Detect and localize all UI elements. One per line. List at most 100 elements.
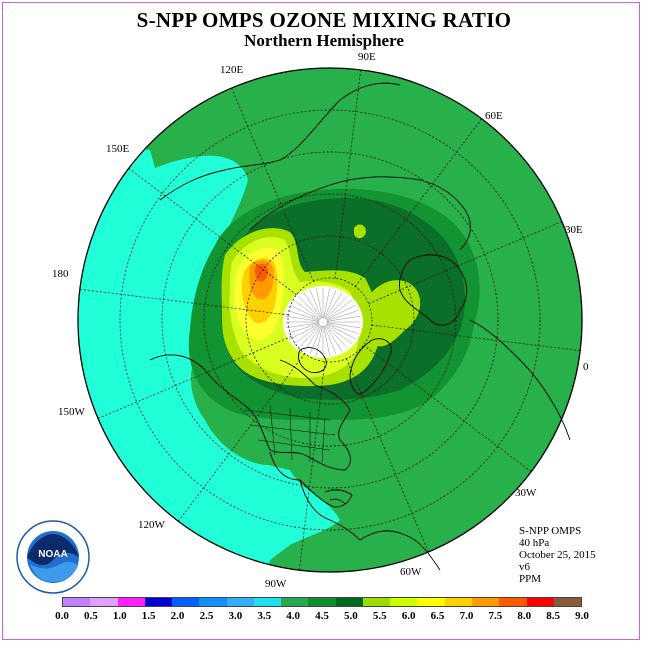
logo-text: NOAA	[38, 549, 67, 560]
coast-east-asia	[159, 82, 401, 201]
lat-40n	[119, 109, 541, 531]
info-version: v6	[519, 561, 530, 573]
colorbar-tick-label: 3.0	[228, 610, 243, 622]
logo-wave	[30, 561, 78, 582]
colorbar-segment	[499, 598, 527, 606]
coast-gulf	[269, 451, 353, 508]
colorbar-tick-label: 5.5	[372, 610, 387, 622]
coast-north-america	[149, 354, 351, 471]
colorbar-tick-label: 4.5	[315, 610, 329, 622]
meridian-line	[298, 361, 326, 571]
colorbar-tick-label: 8.5	[546, 610, 560, 622]
label-lon-30e: 30E	[565, 224, 583, 236]
coast-africa	[469, 319, 571, 441]
polar-grid-line	[287, 310, 320, 321]
colorbar-segment	[226, 598, 254, 606]
meridian-line	[231, 87, 314, 282]
polar-grid-line	[303, 292, 322, 319]
colorbar-segment	[144, 598, 173, 606]
field-level-5.5-spot	[354, 224, 366, 239]
colorbar-segment	[308, 598, 336, 606]
meridian-line	[354, 118, 482, 287]
lat-80n	[287, 277, 373, 363]
colorbar-segment	[553, 598, 582, 606]
label-lon-90w: 90W	[265, 578, 287, 590]
polar-grid-line	[326, 323, 356, 340]
polar-grid-line	[316, 288, 323, 319]
figure-frame	[2, 2, 640, 640]
noaa-logo: NOAA	[16, 520, 90, 594]
polar-grid-line	[287, 323, 320, 334]
polar-grid-line	[324, 325, 343, 352]
polar-grid-line	[323, 288, 330, 319]
polar-grid-line	[323, 325, 330, 356]
field-level-5.5-east	[368, 280, 421, 347]
product-info: S-NPP OMPS 40 hPa October 25, 2015 v6 PP…	[519, 525, 596, 585]
polar-grid-line	[316, 325, 323, 356]
lat-60n	[203, 193, 457, 447]
polar-grid-line	[285, 322, 320, 329]
coast-arctic-islands	[298, 347, 327, 374]
colorbar-tick-label: 1.5	[141, 610, 156, 622]
polar-grid-line	[285, 315, 320, 322]
colorbar-tick-label: 3.5	[257, 610, 272, 622]
field-level-8.0	[254, 264, 268, 282]
colorbar	[62, 597, 582, 607]
info-level: 40 hPa	[519, 537, 550, 549]
colorbar-segment	[117, 598, 145, 606]
meridian-line	[97, 336, 292, 419]
colorbar-ticks: 0.0 0.5 1.0 1.5 2.0 2.5 3.0 3.5 4.0 4.5 5.0 5.5 6.0 6…	[55, 610, 589, 624]
colorbar-tick-label: 6.5	[430, 610, 445, 622]
label-lon-180: 180	[52, 268, 69, 280]
polar-grid-line	[290, 323, 320, 340]
polar-night-nodata	[283, 286, 363, 358]
colorbar-tick-label: 9.0	[575, 610, 589, 622]
polar-cap-grid	[285, 288, 361, 356]
lat-50n	[161, 151, 499, 489]
colorbar-segment	[63, 598, 91, 606]
label-lon-60w: 60W	[400, 566, 422, 578]
colorbar-tick-label: 7.0	[459, 610, 474, 622]
polar-grid-line	[290, 304, 320, 321]
colorbar-segment	[390, 598, 418, 606]
polar-grid-line	[325, 324, 353, 345]
info-date: October 25, 2015	[519, 549, 596, 561]
polar-grid-line	[324, 292, 343, 319]
map-title: S-NPP OMPS OZONE MIXING RATIO	[136, 8, 512, 32]
polar-grid-line	[326, 323, 359, 334]
latitude-circles	[119, 109, 541, 531]
label-lon-0: 0	[583, 361, 589, 373]
colorbar-tick-label: 2.0	[170, 610, 185, 622]
label-lon-120e: 120E	[220, 64, 244, 76]
polar-grid-line	[309, 325, 322, 355]
state-border-lines	[244, 404, 336, 463]
polar-grid-line	[326, 322, 361, 329]
map-boundary	[77, 67, 583, 573]
colorbar-tick-label: 6.0	[401, 610, 416, 622]
logo-bird	[27, 534, 79, 566]
polar-grid-line	[325, 295, 348, 320]
meridian-line	[79, 288, 289, 316]
ozone-field	[78, 68, 582, 572]
coast-greenland	[349, 338, 392, 396]
colorbar-segment	[417, 598, 445, 606]
meridian-line	[334, 69, 362, 279]
label-lon-150w: 150W	[58, 406, 85, 418]
colorbar-tick-label: 0.5	[84, 610, 98, 622]
polar-grid-line	[293, 324, 321, 345]
polar-grid-line	[326, 315, 361, 322]
colorbar-segment	[90, 598, 118, 606]
colorbar-tick-label: 8.0	[517, 610, 532, 622]
colorbar-segment	[281, 598, 309, 606]
colorbar-segment	[444, 598, 472, 606]
colorbar-segment	[172, 598, 200, 606]
label-lon-60e: 60E	[485, 110, 503, 122]
coast-central-america	[299, 479, 361, 541]
colorbar-segment	[362, 598, 391, 606]
polar-grid-line	[325, 299, 353, 320]
colorbar-segment	[526, 598, 554, 606]
label-lon-120w: 120W	[138, 519, 165, 531]
polar-grid-line	[324, 325, 337, 355]
meridian-lines	[79, 69, 581, 571]
